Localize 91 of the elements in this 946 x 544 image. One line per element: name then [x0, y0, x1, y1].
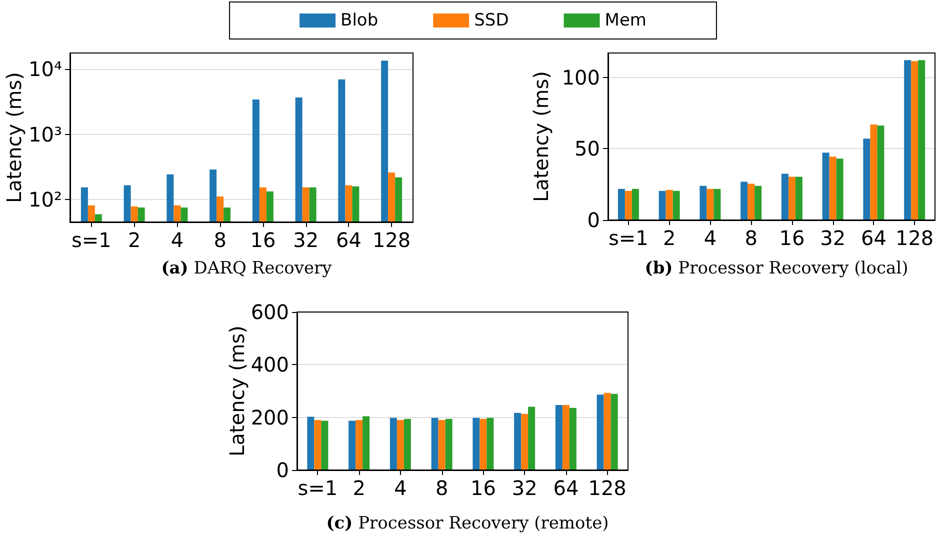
y-axis-title: Latency (ms) — [224, 326, 249, 456]
y-tick-label: 50 — [574, 136, 600, 161]
y-tick-label: 0 — [276, 458, 289, 482]
legend-label: SSD — [474, 10, 509, 30]
x-tick-label: s=1 — [298, 476, 338, 500]
bar — [748, 184, 755, 220]
bar — [480, 418, 487, 470]
text: (c) Processor Recovery (remote) — [326, 514, 609, 534]
bar — [610, 394, 618, 470]
x-tick-label: s=1 — [608, 226, 648, 250]
bar — [562, 404, 570, 470]
bar — [486, 418, 494, 470]
bar — [700, 186, 707, 220]
bar — [445, 418, 452, 470]
bar — [569, 408, 576, 470]
x-tick-label: 16 — [470, 476, 496, 500]
bar — [356, 420, 363, 470]
x-tick-label: 128 — [372, 228, 411, 252]
bar — [632, 188, 639, 220]
bar — [321, 420, 328, 470]
y-axis-title: Latency (ms) — [2, 72, 26, 203]
y-tick-label: 10⁴ — [28, 56, 62, 81]
x-tick-label: s=1 — [71, 228, 112, 252]
bar — [666, 190, 673, 220]
bar — [788, 176, 796, 220]
bar — [781, 174, 788, 220]
x-tick-label: 128 — [588, 476, 626, 500]
legend-label: Blob — [340, 10, 378, 30]
bar — [911, 61, 918, 220]
text: (a) DARQ Recovery — [161, 258, 332, 278]
bar — [904, 60, 912, 220]
text: (b) Processor Recovery (local) — [644, 258, 908, 278]
bar — [314, 420, 322, 470]
x-tick-label: 64 — [553, 476, 579, 500]
x-tick-label: 2 — [128, 228, 141, 252]
bar — [672, 190, 680, 220]
x-tick-label: 8 — [435, 476, 448, 500]
y-tick-label: 200 — [250, 405, 289, 430]
y-tick-label: 400 — [250, 352, 289, 377]
x-tick-label: 4 — [394, 476, 407, 500]
bar — [822, 152, 830, 220]
bar — [521, 414, 528, 470]
x-tick-label: 2 — [662, 226, 676, 250]
legend-label: Mem — [604, 10, 646, 30]
bar — [555, 404, 562, 470]
bar — [658, 190, 666, 220]
x-tick-label: 2 — [352, 476, 366, 500]
y-tick-label: 100 — [562, 65, 600, 90]
y-tick-label: 10³ — [28, 122, 62, 146]
bar — [431, 418, 438, 470]
bar — [706, 188, 714, 220]
x-tick-label: 64 — [336, 228, 362, 252]
x-tick-label: 8 — [214, 228, 226, 252]
bar — [307, 416, 314, 470]
bar — [624, 190, 632, 220]
y-tick-label: 10² — [28, 188, 62, 212]
bar — [829, 156, 836, 220]
x-tick-label: 128 — [895, 226, 934, 250]
bar — [348, 420, 356, 470]
bar — [870, 124, 878, 220]
x-tick-label: 16 — [779, 226, 805, 250]
x-tick-label: 64 — [860, 226, 886, 250]
bar — [596, 394, 604, 470]
bar — [618, 188, 625, 220]
bar — [863, 138, 870, 220]
bar — [472, 418, 480, 470]
bar — [514, 412, 522, 470]
bar — [740, 182, 748, 220]
x-tick-label: 4 — [704, 226, 717, 250]
y-tick-label: 600 — [250, 300, 289, 324]
bar — [438, 420, 446, 470]
y-tick-label: 0 — [587, 208, 600, 232]
bar — [877, 126, 884, 220]
bar — [390, 418, 397, 470]
bar — [362, 416, 370, 470]
bar — [836, 158, 844, 220]
bar — [714, 188, 721, 220]
bar — [918, 60, 926, 220]
y-axis-title: Latency (ms) — [528, 71, 553, 202]
x-tick-label: 32 — [820, 226, 846, 250]
x-tick-label: 32 — [512, 476, 538, 500]
x-tick-label: 16 — [250, 228, 276, 252]
bar — [404, 418, 411, 470]
x-tick-label: 8 — [744, 226, 758, 250]
bar — [528, 406, 536, 470]
bar — [396, 420, 404, 470]
x-tick-label: 4 — [170, 228, 184, 252]
bar — [795, 176, 802, 220]
x-tick-label: 32 — [293, 228, 319, 252]
bar — [604, 392, 611, 470]
bar — [754, 186, 762, 220]
